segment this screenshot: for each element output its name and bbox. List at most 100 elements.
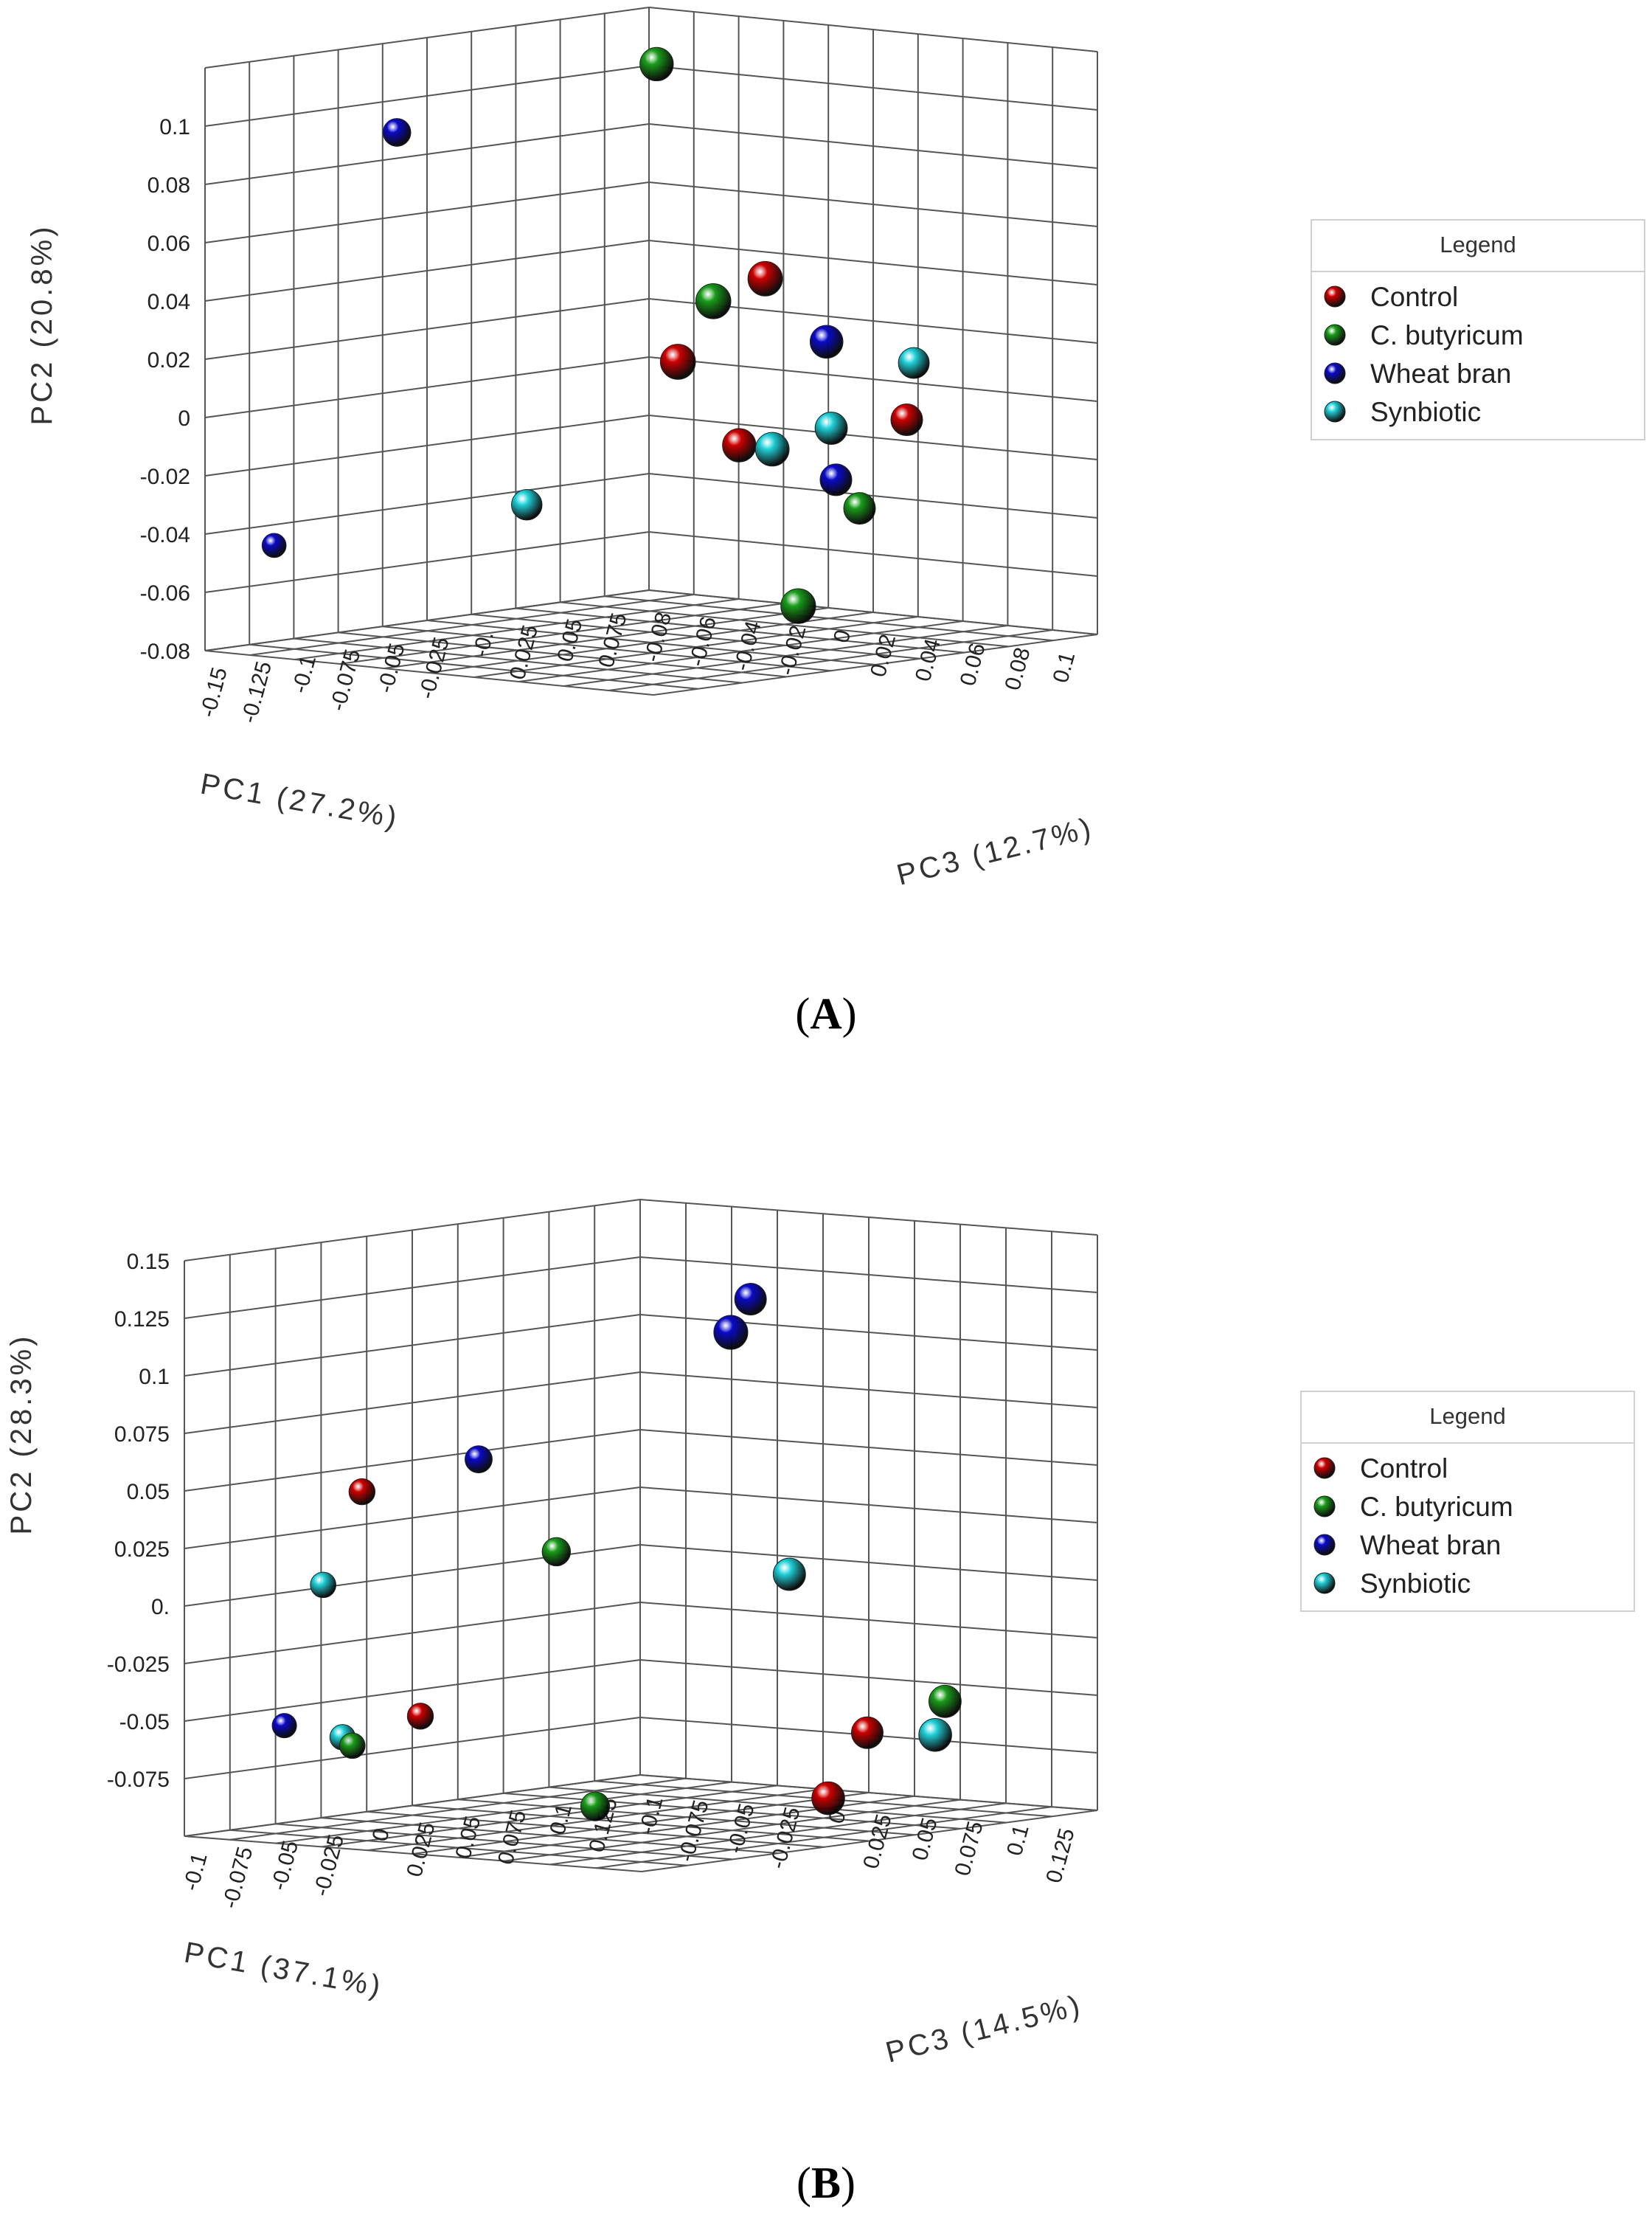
pc2-axis-label: PC2 (20.8%) <box>26 224 58 426</box>
panel-a-grid <box>204 7 1098 696</box>
grid-line <box>384 607 829 669</box>
grid-line <box>204 240 650 302</box>
data-point-c-butyricum <box>843 492 876 525</box>
data-point-c-butyricum <box>639 46 674 82</box>
y-tick-label: -0.04 <box>140 523 190 547</box>
grid-line <box>639 1314 1098 1351</box>
legend-box <box>1311 219 1645 440</box>
data-point-c-butyricum <box>339 1732 366 1759</box>
legend-entry: Synbiotic <box>1360 1568 1471 1599</box>
y-tick-label: 0.06 <box>148 232 190 256</box>
data-point-wheat-bran <box>819 463 853 496</box>
grid-line <box>639 1659 1098 1696</box>
data-point-control <box>850 1716 884 1749</box>
pc1-axis-label: PC1 (27.2%) <box>198 768 401 835</box>
panel-b-chart: 0.150.1250.10.0750.050.0250.-0.025-0.05-… <box>5 1199 1635 2069</box>
grid-line <box>184 1717 641 1779</box>
legend-entry: Control <box>1360 1453 1448 1484</box>
panel-a-label: (A) <box>795 989 857 1038</box>
legend-entry: C. butyricum <box>1360 1492 1513 1522</box>
y-tick-label: -0.025 <box>107 1652 170 1677</box>
y-tick-label: 0.1 <box>159 115 190 139</box>
x-tick-label: -0.1 <box>178 1850 212 1893</box>
grid-line <box>321 1785 778 1848</box>
y-tick-label: 0.08 <box>148 173 190 198</box>
legend-marker <box>1313 1457 1336 1479</box>
data-point-c-butyricum <box>580 1791 611 1821</box>
grid-line <box>204 181 650 243</box>
grid-line <box>204 415 650 477</box>
panel-b-legend: Legend Control C. butyricum Wheat bran Synbi… <box>1300 1391 1635 1612</box>
data-point-synbiotic <box>754 432 790 467</box>
y-tick-label: 0.025 <box>114 1537 170 1562</box>
y-tick-label: 0.075 <box>114 1422 170 1447</box>
y-tick-label: 0.02 <box>148 348 190 373</box>
grid-line <box>275 1781 732 1844</box>
data-point-control <box>722 428 757 463</box>
z-tick-label: -0.02 <box>774 623 811 678</box>
grid-line <box>639 1602 1098 1638</box>
panel-a-axis-labels: PC1 (27.2%) PC3 (12.7%) PC2 (20.8%) <box>26 224 1097 892</box>
legend-entry: Wheat bran <box>1370 359 1511 389</box>
data-point-wheat-bran <box>382 118 412 147</box>
pc3-axis-label: PC3 (14.5%) <box>883 1989 1086 2069</box>
grid-line <box>639 1486 1098 1523</box>
data-point-synbiotic <box>898 347 930 379</box>
y-tick-label: 0.15 <box>127 1250 170 1274</box>
data-point-control <box>890 403 923 437</box>
z-tick-label: -0.04 <box>729 618 766 674</box>
grid-line <box>204 7 650 69</box>
y-tick-label: 0 <box>178 406 190 431</box>
y-tick-label: -0.06 <box>140 581 190 606</box>
grid-line <box>204 473 650 535</box>
grid-line <box>504 1799 961 1862</box>
data-point-wheat-bran <box>713 1315 749 1350</box>
y-tick-label: -0.02 <box>140 465 190 489</box>
z-tick-label: 0.02 <box>866 631 900 679</box>
legend-entry: Control <box>1370 282 1458 312</box>
legend-marker <box>1324 362 1346 384</box>
data-point-control <box>747 260 783 297</box>
grid-line <box>518 620 963 682</box>
pc1-axis-label: PC1 (37.1%) <box>181 1937 385 2004</box>
legend-marker <box>1324 285 1346 308</box>
panel-a-chart: 0.10.080.060.040.020-0.02-0.04-0.06-0.08… <box>26 7 1645 892</box>
grid-line <box>639 1256 1098 1293</box>
data-point-c-butyricum <box>541 1537 572 1567</box>
pc3-axis-label: PC3 (12.7%) <box>894 811 1097 892</box>
data-point-synbiotic <box>511 489 543 521</box>
grid-line <box>184 1774 641 1837</box>
grid-line <box>648 65 1098 111</box>
y-tick-label: 0.1 <box>139 1365 170 1389</box>
grid-line <box>412 1792 870 1855</box>
data-point-wheat-bran <box>465 1445 493 1474</box>
grid-line <box>648 181 1098 227</box>
z-tick-label: -0.05 <box>723 1801 760 1856</box>
data-point-wheat-bran <box>809 325 844 359</box>
legend-marker <box>1313 1495 1336 1517</box>
data-point-c-butyricum <box>780 588 816 624</box>
y-tick-label: -0.08 <box>140 640 190 664</box>
data-point-wheat-bran <box>261 533 287 558</box>
y-tick-label: 0.05 <box>127 1480 170 1504</box>
grid-line <box>204 298 650 360</box>
grid-line <box>229 1777 687 1841</box>
grid-line <box>184 1199 641 1261</box>
data-point-control <box>348 1478 376 1506</box>
grid-line <box>639 1199 1098 1236</box>
legend-marker <box>1324 401 1346 423</box>
grid-line <box>249 594 694 656</box>
panel-b-grid <box>184 1199 1098 1872</box>
pc2-axis-label: PC2 (28.3%) <box>5 1334 38 1535</box>
x-tick-label: -0.125 <box>237 659 277 726</box>
data-point-wheat-bran <box>734 1283 767 1316</box>
grid-line <box>204 531 650 593</box>
x-tick-label: -0.025 <box>309 1832 349 1899</box>
grid-line <box>549 1802 1007 1866</box>
grid-line <box>653 634 1098 696</box>
grid-line <box>639 1544 1098 1581</box>
x-tick-label: -0.075 <box>326 647 366 714</box>
z-tick-label: 0 <box>829 627 856 646</box>
z-tick-label: 0.08 <box>1001 645 1035 693</box>
